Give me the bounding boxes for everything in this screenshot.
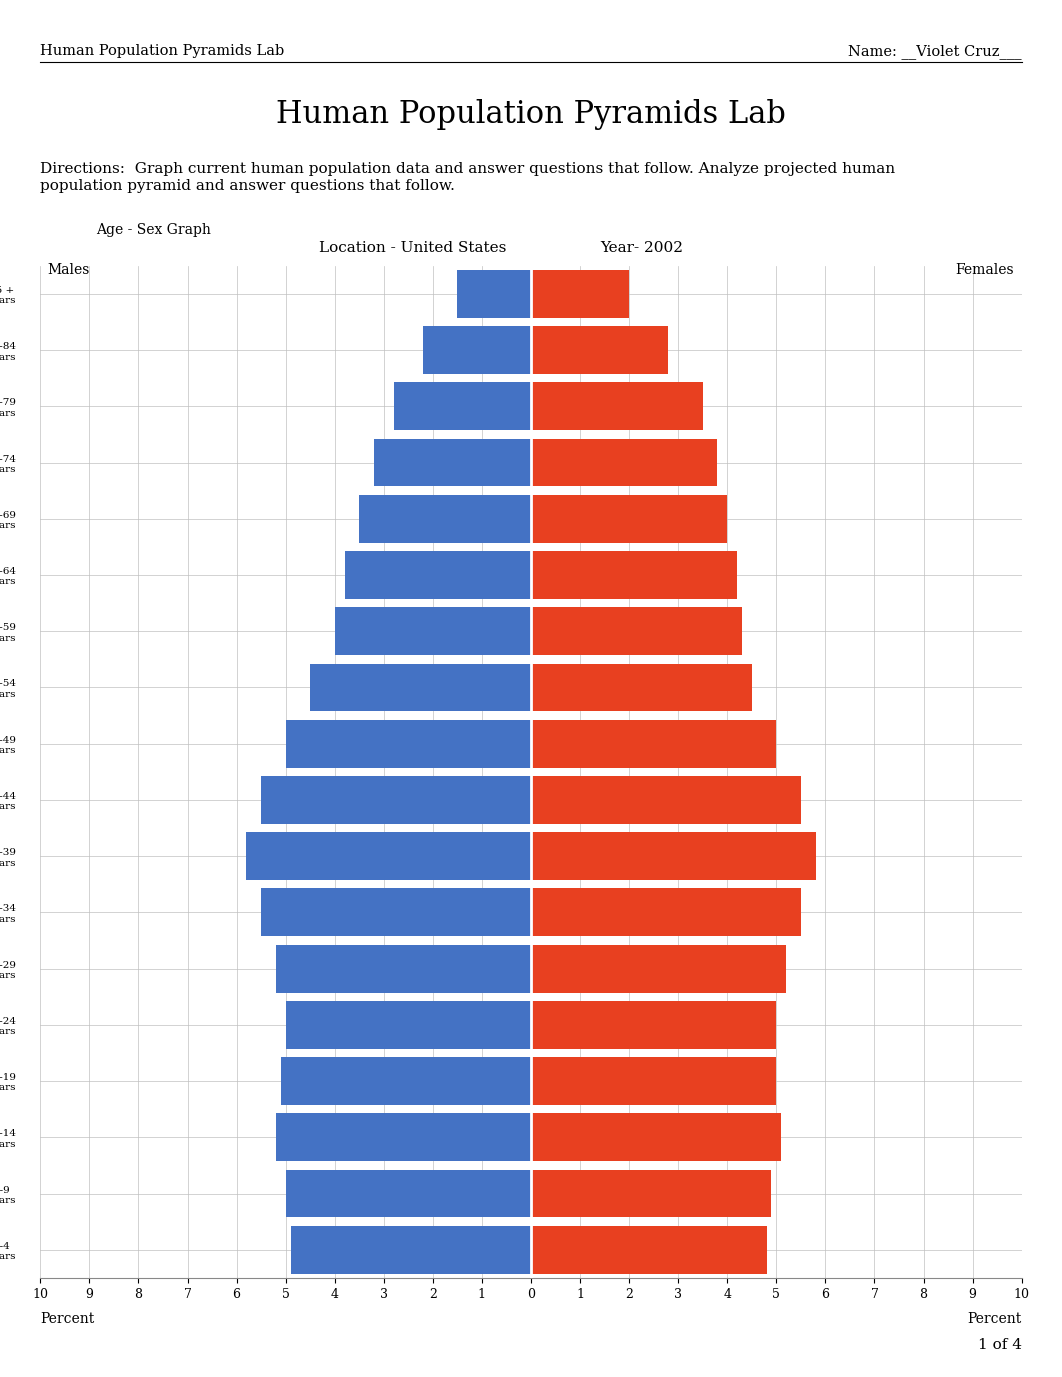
Bar: [276, 1114, 531, 1161]
Text: Females: Females: [956, 263, 1014, 277]
Bar: [310, 664, 531, 712]
Text: Human Population Pyramids Lab: Human Population Pyramids Lab: [276, 99, 786, 131]
Text: Year- 2002: Year- 2002: [600, 241, 683, 255]
Bar: [344, 551, 531, 599]
Bar: [531, 1114, 782, 1161]
Text: Name: __Violet Cruz___: Name: __Violet Cruz___: [849, 44, 1022, 59]
Text: Percent: Percent: [967, 1312, 1022, 1326]
Bar: [276, 945, 531, 993]
Bar: [531, 664, 752, 712]
Text: Males: Males: [48, 263, 90, 277]
Text: Location - United States: Location - United States: [319, 241, 506, 255]
Bar: [359, 494, 531, 543]
Bar: [531, 777, 801, 823]
Bar: [291, 1226, 531, 1274]
Text: Percent: Percent: [40, 1312, 95, 1326]
Bar: [261, 888, 531, 936]
Bar: [286, 1169, 531, 1217]
Bar: [531, 1226, 767, 1274]
Bar: [531, 888, 801, 936]
Text: Age - Sex Graph: Age - Sex Graph: [96, 223, 210, 237]
Bar: [531, 832, 816, 880]
Text: Directions:  Graph current human population data and answer questions that follo: Directions: Graph current human populati…: [40, 162, 895, 193]
Bar: [286, 720, 531, 767]
Bar: [531, 607, 742, 655]
Bar: [335, 607, 531, 655]
Bar: [531, 720, 776, 767]
Bar: [423, 326, 531, 375]
Bar: [531, 494, 727, 543]
Bar: [286, 1001, 531, 1049]
Text: Human Population Pyramids Lab: Human Population Pyramids Lab: [40, 44, 285, 58]
Bar: [531, 945, 786, 993]
Text: 1 of 4: 1 of 4: [978, 1338, 1022, 1352]
Bar: [531, 383, 703, 430]
Bar: [531, 326, 668, 375]
Bar: [531, 551, 737, 599]
Bar: [374, 439, 531, 486]
Bar: [261, 777, 531, 823]
Bar: [531, 1058, 776, 1104]
Bar: [280, 1058, 531, 1104]
Bar: [531, 1001, 776, 1049]
Bar: [531, 439, 718, 486]
Bar: [458, 270, 531, 318]
Bar: [531, 270, 629, 318]
Bar: [394, 383, 531, 430]
Bar: [531, 1169, 771, 1217]
Bar: [246, 832, 531, 880]
